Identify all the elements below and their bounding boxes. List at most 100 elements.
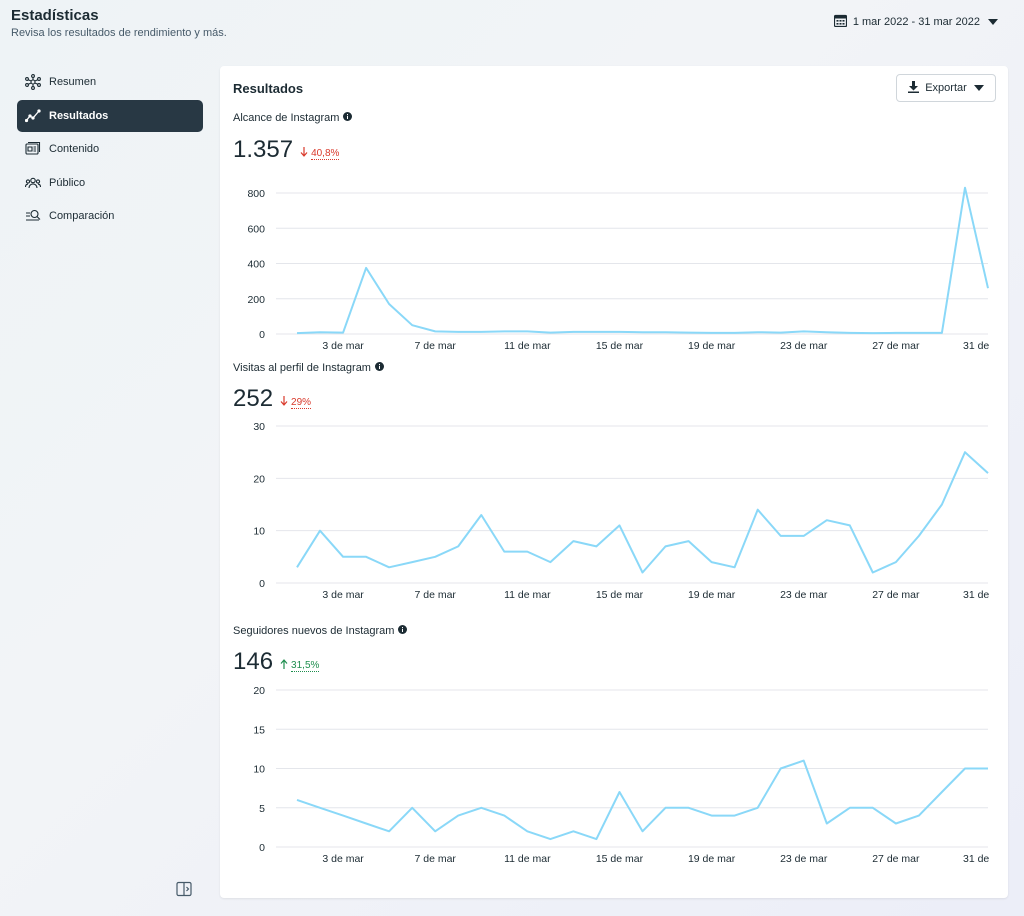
metric-value-reach: 1.357 40,8% bbox=[233, 136, 340, 164]
sidebar-item-label: Resumen bbox=[49, 76, 97, 88]
arrow-down-icon bbox=[300, 147, 308, 160]
x-tick-label: 23 de mar bbox=[780, 589, 828, 601]
export-button[interactable]: Exportar bbox=[896, 74, 996, 102]
metric-label-new-followers: Seguidores nuevos de Instagram bbox=[233, 625, 408, 637]
data-point bbox=[964, 451, 966, 453]
data-point bbox=[918, 815, 920, 817]
data-point bbox=[411, 324, 413, 326]
metric-number: 1.357 bbox=[233, 136, 294, 163]
sidebar-item-label: Resultados bbox=[49, 109, 109, 122]
sidebar-nav: Resumen Resultados Contenido Público Com… bbox=[17, 66, 203, 234]
x-tick-label: 3 de mar bbox=[322, 340, 364, 352]
metric-change-percent[interactable]: 40,8% bbox=[311, 147, 340, 160]
data-point bbox=[434, 556, 436, 558]
data-point bbox=[780, 768, 782, 770]
sidebar-item-publico[interactable]: Público bbox=[17, 167, 203, 199]
x-tick-label: 3 de mar bbox=[322, 589, 364, 601]
caret-down-icon bbox=[973, 82, 984, 94]
x-tick-label: 15 de mar bbox=[596, 853, 644, 865]
results-icon bbox=[24, 107, 42, 125]
date-range-picker[interactable]: 1 mar 2022 - 31 mar 2022 bbox=[833, 14, 998, 30]
data-point bbox=[618, 791, 620, 793]
sidebar-item-contenido[interactable]: Contenido bbox=[17, 133, 203, 165]
data-point bbox=[665, 545, 667, 547]
metric-value-profile-visits: 252 29% bbox=[233, 385, 312, 413]
metric-label-text: Visitas al perfil de Instagram bbox=[233, 362, 371, 374]
data-point bbox=[365, 822, 367, 824]
x-tick-label: 3 de mar bbox=[322, 853, 364, 865]
y-tick-label: 15 bbox=[253, 724, 265, 736]
data-point bbox=[757, 509, 759, 511]
metric-change: 31,5% bbox=[280, 659, 320, 672]
data-point bbox=[987, 287, 989, 289]
y-tick-label: 20 bbox=[253, 473, 265, 485]
y-tick-label: 10 bbox=[253, 764, 265, 776]
x-tick-label: 27 de mar bbox=[872, 340, 920, 352]
data-point bbox=[895, 822, 897, 824]
info-icon[interactable] bbox=[374, 362, 384, 374]
sidebar-collapse-icon[interactable] bbox=[176, 881, 192, 897]
sidebar-item-label: Comparación bbox=[49, 210, 115, 222]
calendar-icon bbox=[833, 14, 847, 30]
data-point bbox=[549, 332, 551, 334]
info-icon[interactable] bbox=[398, 625, 408, 637]
data-point bbox=[388, 303, 390, 305]
x-tick-label: 23 de mar bbox=[780, 340, 828, 352]
x-tick-label: 19 de mar bbox=[688, 589, 736, 601]
data-point bbox=[503, 330, 505, 332]
data-point bbox=[642, 572, 644, 574]
data-point bbox=[711, 332, 713, 334]
overview-icon bbox=[24, 73, 42, 91]
y-tick-label: 0 bbox=[259, 842, 265, 854]
data-point bbox=[480, 331, 482, 333]
data-point bbox=[319, 530, 321, 532]
data-point bbox=[665, 331, 667, 333]
audience-icon bbox=[24, 174, 42, 192]
y-tick-label: 0 bbox=[259, 329, 265, 341]
data-point bbox=[480, 514, 482, 516]
data-point bbox=[457, 815, 459, 817]
y-tick-label: 200 bbox=[247, 294, 265, 306]
metric-label-text: Alcance de Instagram bbox=[233, 112, 340, 124]
data-point bbox=[872, 572, 874, 574]
data-point bbox=[342, 332, 344, 334]
data-point bbox=[411, 561, 413, 563]
x-tick-label: 7 de mar bbox=[414, 589, 456, 601]
data-point bbox=[503, 551, 505, 553]
data-point bbox=[526, 330, 528, 332]
metric-change-percent[interactable]: 31,5% bbox=[291, 659, 320, 672]
data-point bbox=[803, 760, 805, 762]
data-point bbox=[918, 535, 920, 537]
data-point bbox=[780, 332, 782, 334]
data-point bbox=[526, 830, 528, 832]
data-point bbox=[849, 524, 851, 526]
series-line bbox=[296, 451, 989, 574]
export-label: Exportar bbox=[925, 82, 967, 94]
data-point bbox=[572, 540, 574, 542]
x-tick-label: 27 de mar bbox=[872, 589, 920, 601]
data-point bbox=[572, 830, 574, 832]
data-point bbox=[480, 807, 482, 809]
data-point bbox=[941, 504, 943, 506]
sidebar-item-comparacion[interactable]: Comparación bbox=[17, 200, 203, 232]
results-panel: Resultados Exportar Alcance de Instagram… bbox=[220, 66, 1008, 898]
y-tick-label: 800 bbox=[247, 188, 265, 200]
metric-change-percent[interactable]: 29% bbox=[291, 396, 312, 409]
data-point bbox=[941, 332, 943, 334]
series-line bbox=[296, 186, 989, 335]
info-icon[interactable] bbox=[343, 112, 353, 124]
x-tick-label: 23 de mar bbox=[780, 853, 828, 865]
data-point bbox=[595, 838, 597, 840]
content-icon bbox=[24, 140, 42, 158]
metric-value-new-followers: 146 31,5% bbox=[233, 648, 320, 676]
sidebar-item-resultados[interactable]: Resultados bbox=[17, 99, 203, 132]
data-point bbox=[595, 545, 597, 547]
data-point bbox=[734, 566, 736, 568]
data-point bbox=[618, 524, 620, 526]
comparison-icon bbox=[24, 207, 42, 225]
data-point bbox=[780, 535, 782, 537]
series-line bbox=[296, 759, 988, 841]
metric-change: 40,8% bbox=[300, 147, 340, 160]
y-tick-label: 10 bbox=[253, 526, 265, 538]
sidebar-item-resumen[interactable]: Resumen bbox=[17, 66, 203, 98]
